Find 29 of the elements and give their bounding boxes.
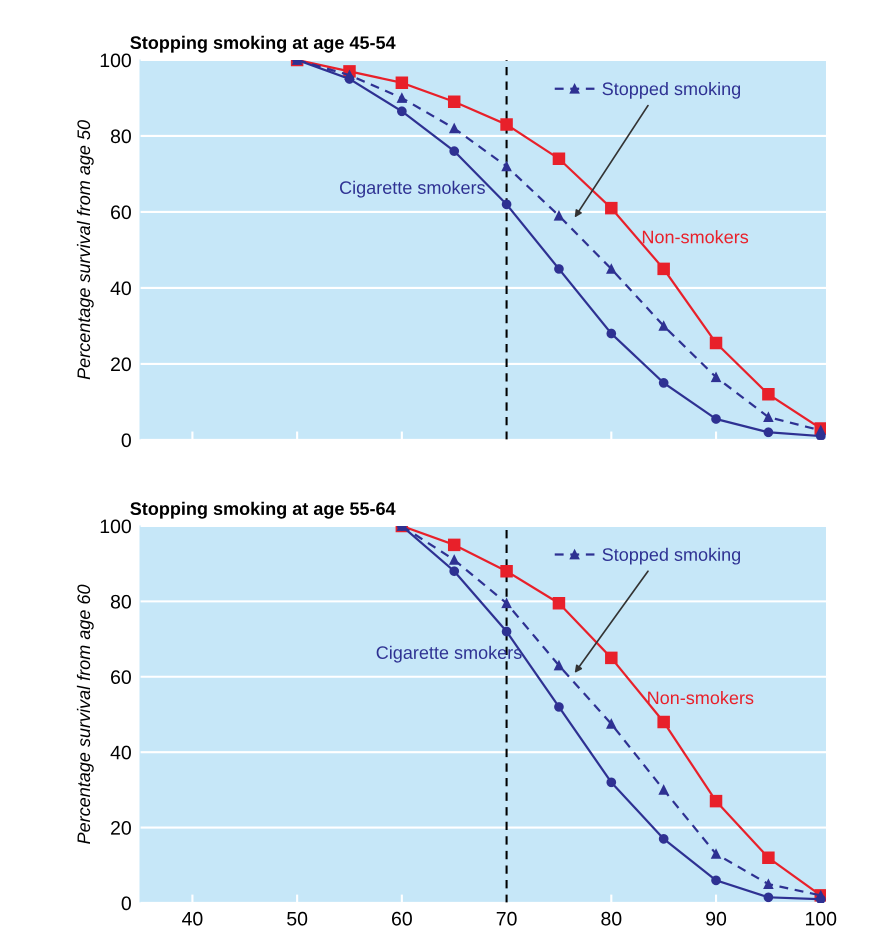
- y-axis-title: Percentage survival from age 50: [76, 120, 94, 380]
- series-label: Cigarette smokers: [376, 646, 522, 663]
- series-label: Non-smokers: [642, 230, 748, 244]
- x-tick-label: 50: [287, 912, 308, 926]
- chart-title: Stopping smoking at age 55-64: [130, 502, 396, 519]
- y-axis-title: Percentage survival from age 60: [76, 584, 94, 844]
- y-tick-label: 0: [122, 433, 131, 448]
- y-tick-label: 60: [111, 670, 131, 684]
- x-tick-label: 80: [601, 912, 622, 926]
- legend-label: Stopped smoking: [602, 82, 740, 99]
- chart-title: Stopping smoking at age 45-54: [130, 36, 396, 53]
- x-tick-label: 60: [392, 912, 412, 926]
- y-tick-label: 20: [111, 821, 131, 835]
- y-tick-label: 40: [110, 281, 131, 296]
- x-tick-label: 90: [706, 912, 726, 926]
- series-label: Cigarette smokers: [340, 180, 485, 198]
- y-tick-label: 100: [100, 53, 131, 68]
- legend-label: Stopped smoking: [602, 548, 740, 565]
- y-tick-label: 60: [111, 205, 131, 220]
- x-tick-label: 70: [496, 912, 517, 926]
- y-tick-label: 80: [110, 594, 131, 609]
- x-tick-label: 100: [806, 912, 836, 926]
- y-tick-label: 0: [122, 896, 131, 910]
- series-label: Non-smokers: [648, 690, 754, 704]
- y-tick-label: 40: [110, 746, 131, 760]
- y-tick-label: 20: [111, 357, 131, 372]
- x-tick-label: 40: [182, 912, 202, 926]
- y-tick-label: 100: [100, 519, 131, 534]
- y-tick-label: 80: [110, 129, 131, 144]
